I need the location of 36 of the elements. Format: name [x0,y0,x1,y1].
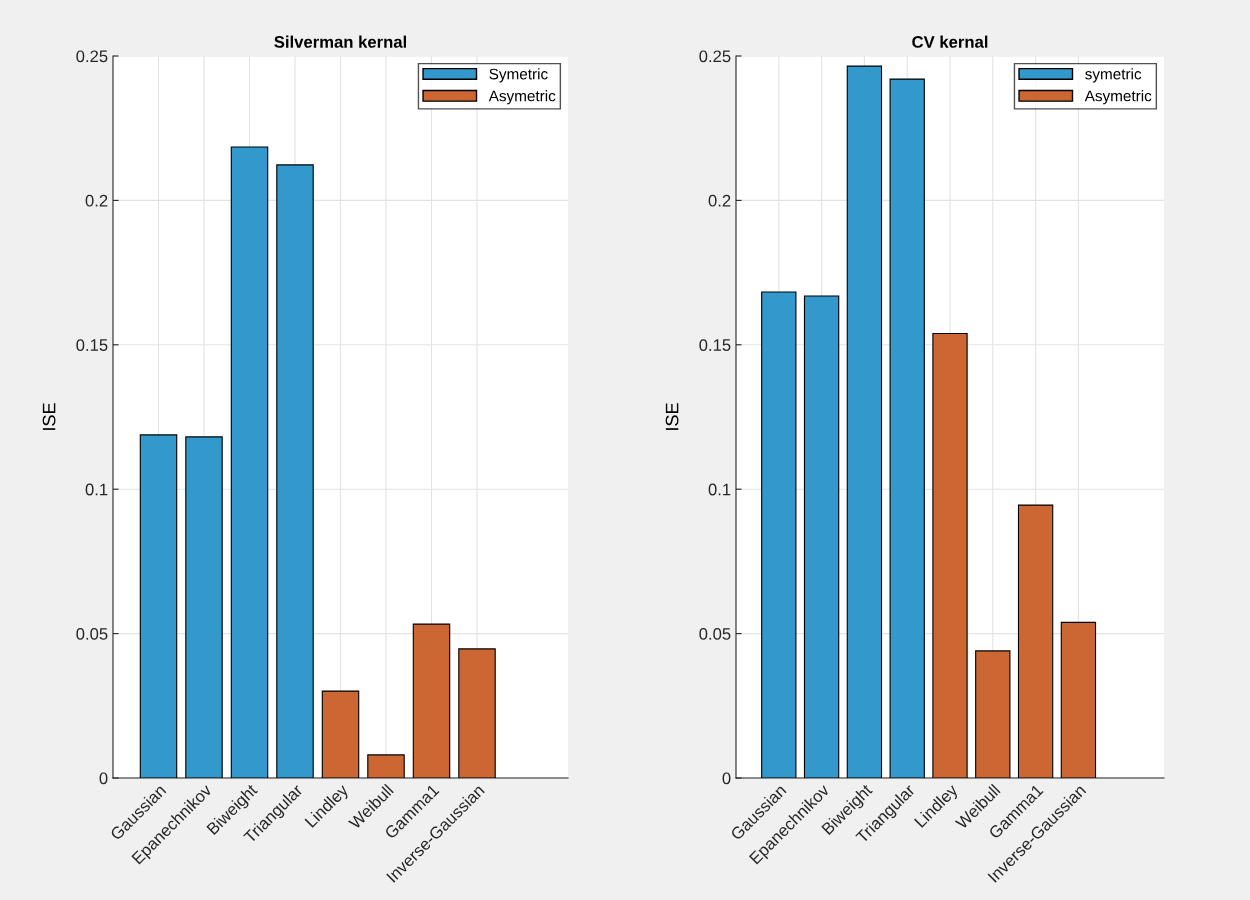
chart-title: CV kernal [912,35,988,48]
y-tick-label: 0.25 [699,50,731,63]
y-tick-label: 0.2 [85,194,108,207]
legend-label: Asymetric [488,90,556,105]
legend-label: Symetric [489,68,548,83]
bar [1060,621,1097,778]
y-tick-label: 0.05 [76,628,108,640]
legend-label: symetric [1085,68,1142,83]
bar [367,754,405,778]
y-axis-title: ISE [665,403,679,430]
chart-title: Silverman kernal [274,35,407,48]
bar [139,434,178,778]
y-tick-label: 0.1 [85,483,108,496]
y-tick-label: 0.15 [699,339,731,351]
y-tick-label: 0.1 [708,483,731,496]
y-tick-label: 0.2 [708,194,731,207]
bar [230,146,269,778]
y-tick-label: 0 [99,772,108,785]
bar [412,623,451,778]
y-tick-label: 0.15 [76,339,108,351]
bar [1017,504,1054,778]
legend-label: Asymetric [1084,90,1152,105]
y-tick-label: 0.05 [699,628,731,640]
y-axis-title: ISE [42,403,56,430]
y-tick-label: 0.25 [76,50,108,63]
bar [975,650,1011,778]
bar [932,332,968,778]
bar [185,436,223,778]
y-tick-label: 0 [722,772,731,785]
bar [846,65,883,778]
bar [761,291,797,778]
bar [276,164,314,778]
bar [321,690,360,778]
bar [458,648,496,778]
bar [889,78,925,778]
bar [803,295,840,778]
